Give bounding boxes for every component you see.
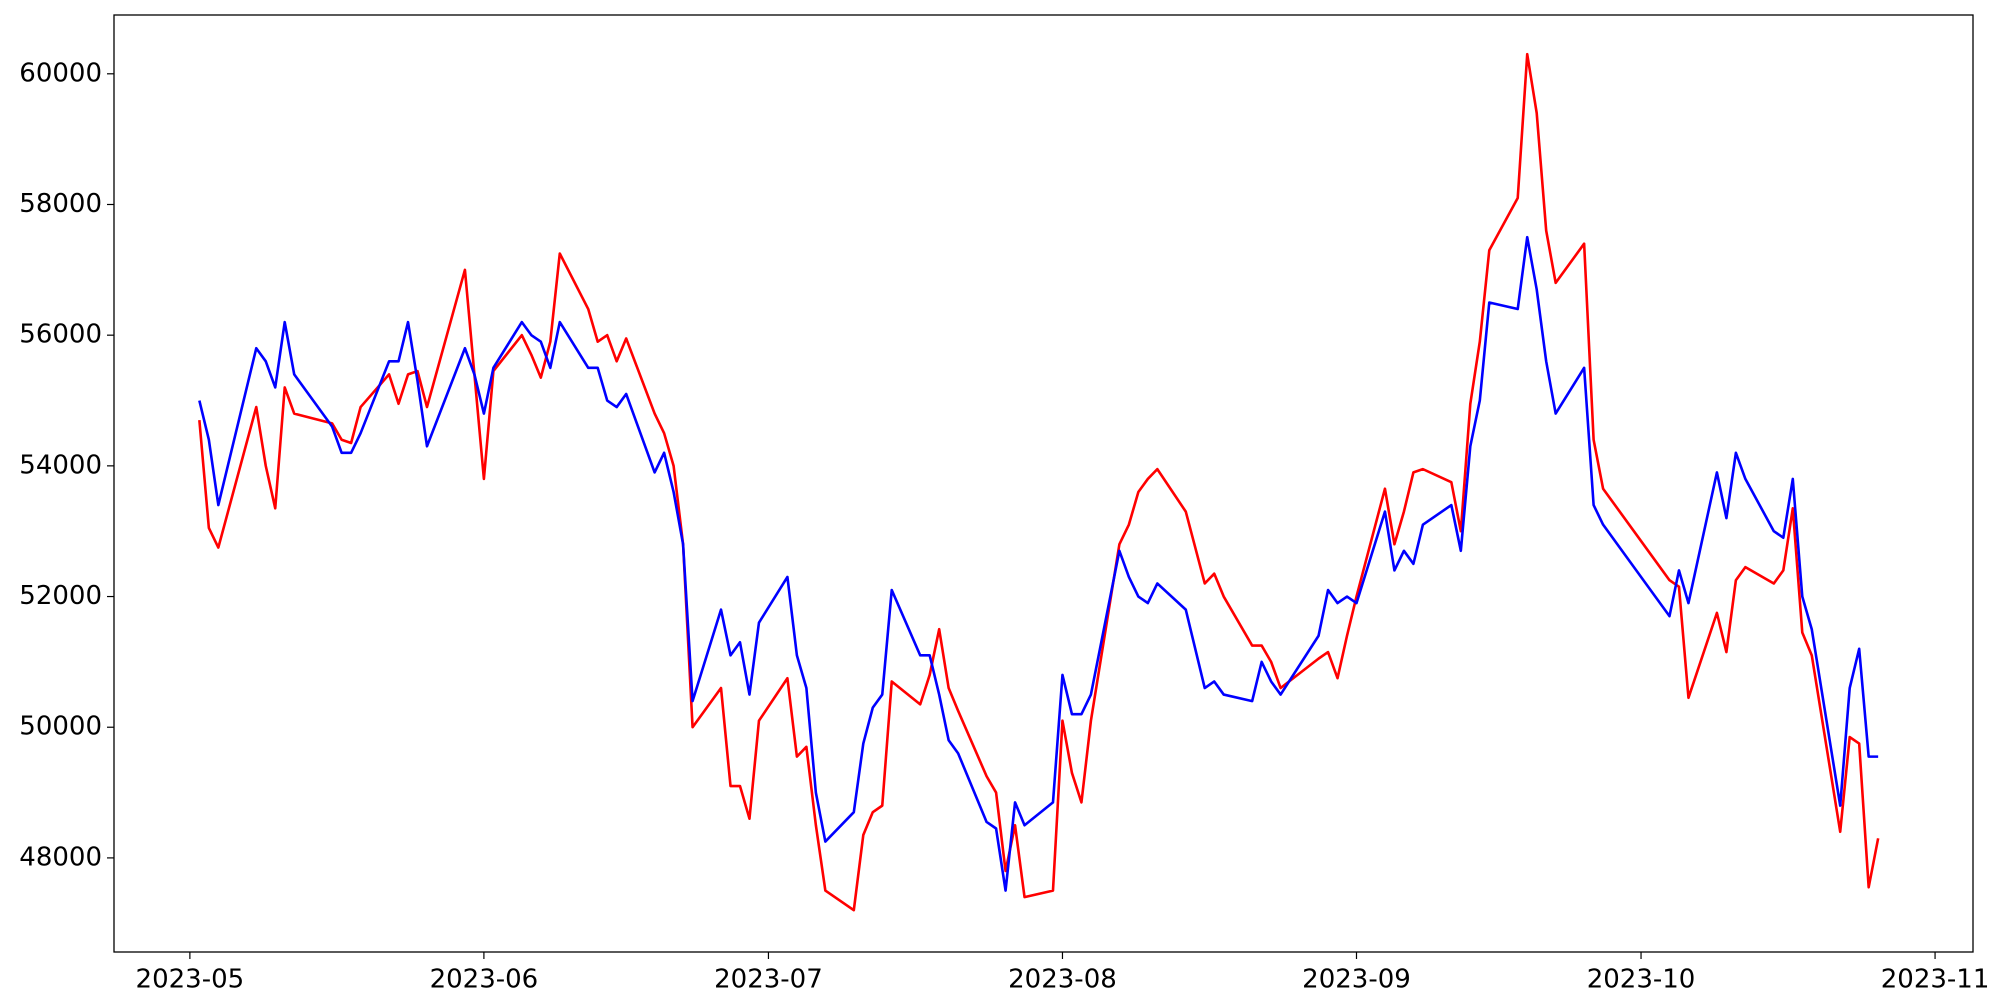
y-tick-label: 58000 bbox=[19, 189, 102, 219]
x-tick-label: 2023-11 bbox=[1881, 965, 1990, 995]
y-tick-label: 48000 bbox=[19, 842, 102, 872]
series-line bbox=[198, 52, 1880, 912]
series-line bbox=[198, 235, 1879, 892]
x-tick-label: 2023-07 bbox=[714, 965, 823, 995]
plot-frame bbox=[113, 14, 1974, 953]
x-tick-label: 2023-06 bbox=[430, 965, 539, 995]
x-tick-label: 2023-10 bbox=[1587, 965, 1696, 995]
y-tick-label: 52000 bbox=[19, 581, 102, 611]
x-tick-label: 2023-05 bbox=[136, 965, 245, 995]
y-tick-label: 54000 bbox=[19, 450, 102, 480]
x-tick-label: 2023-09 bbox=[1302, 965, 1411, 995]
y-tick-label: 60000 bbox=[19, 58, 102, 88]
x-tick-label: 2023-08 bbox=[1008, 965, 1117, 995]
y-tick-label: 50000 bbox=[19, 712, 102, 742]
y-tick-label: 56000 bbox=[19, 320, 102, 350]
